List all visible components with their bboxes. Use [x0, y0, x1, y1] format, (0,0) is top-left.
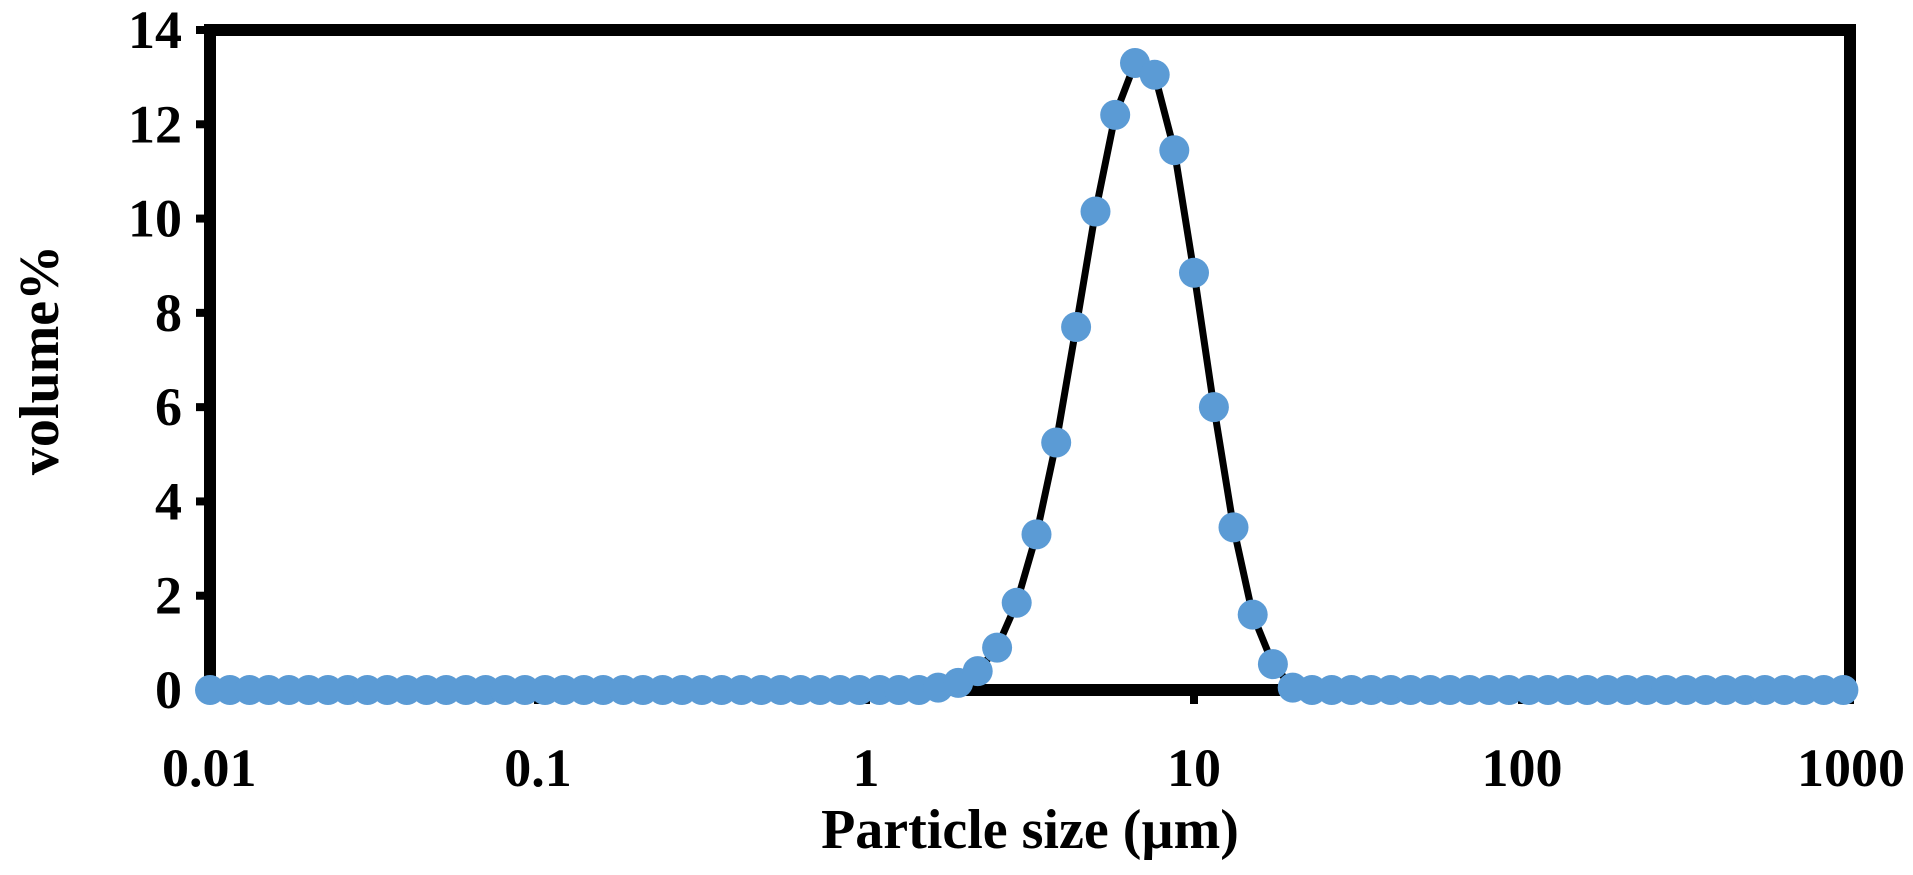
- x-tick-label: 1000: [1797, 738, 1905, 798]
- data-point: [982, 632, 1013, 663]
- x-tick-label: 100: [1482, 738, 1563, 798]
- y-axis-title: volume%: [9, 245, 71, 475]
- series-layer: [195, 48, 1859, 705]
- y-tick-label: 4: [155, 471, 182, 531]
- y-axis-ticks: 0 2 4 6 8 10 12 14: [128, 0, 210, 720]
- data-point: [1041, 427, 1072, 458]
- data-point: [1257, 649, 1288, 680]
- y-tick-label: 6: [155, 377, 182, 437]
- data-point: [1828, 675, 1859, 705]
- data-point: [1159, 135, 1190, 166]
- y-tick-label: 12: [128, 94, 182, 154]
- y-tick-label: 14: [128, 0, 182, 60]
- data-point: [1139, 59, 1170, 90]
- data-point: [1179, 257, 1209, 288]
- data-point: [1198, 392, 1229, 423]
- y-tick-label: 10: [128, 189, 182, 249]
- data-point: [1021, 519, 1052, 550]
- x-tick-label: 0.1: [504, 738, 572, 798]
- data-point: [1100, 99, 1131, 130]
- plot-area-frame: [204, 24, 1856, 696]
- x-tick-label: 0.01: [162, 738, 257, 798]
- x-tick-label: 10: [1167, 738, 1221, 798]
- y-tick-label: 2: [155, 566, 182, 626]
- x-tick-label: 1: [853, 738, 880, 798]
- data-point: [1001, 587, 1032, 618]
- data-point: [1061, 312, 1092, 342]
- x-axis-ticks: 0.01 0.1 1 10 100 1000: [162, 690, 1905, 798]
- x-axis-title: Particle size (µm): [821, 799, 1239, 861]
- y-tick-label: 8: [155, 283, 182, 343]
- y-tick-label: 0: [155, 660, 182, 720]
- data-point: [1080, 196, 1111, 227]
- data-point: [962, 656, 993, 687]
- data-point: [1218, 512, 1249, 543]
- data-point: [1237, 599, 1268, 630]
